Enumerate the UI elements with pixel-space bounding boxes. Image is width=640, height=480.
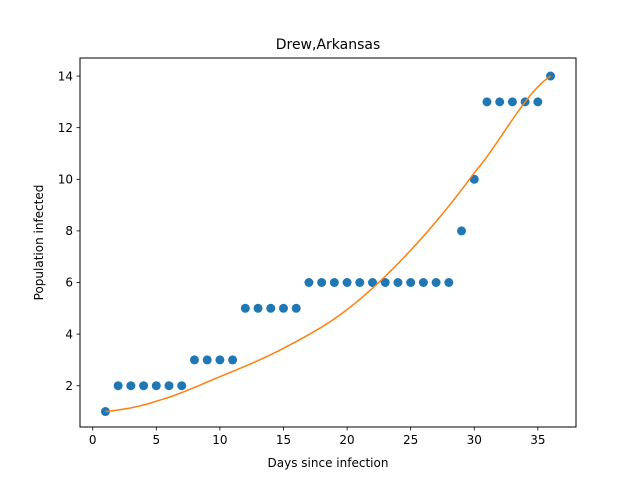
scatter-point: [240, 303, 250, 313]
scatter-point: [164, 381, 174, 391]
scatter-point: [177, 381, 187, 391]
x-tick-label: 5: [152, 433, 160, 447]
x-tick-label: 20: [339, 433, 354, 447]
x-tick-label: 0: [89, 433, 97, 447]
scatter-point: [431, 278, 441, 287]
scatter-point: [291, 303, 301, 313]
chart-title: Drew,Arkansas: [276, 37, 381, 53]
scatter-point: [228, 355, 238, 365]
scatter-point: [482, 97, 492, 107]
scatter-point: [139, 381, 149, 391]
y-axis: 2 4 6 8 10 12 14: [58, 69, 80, 393]
scatter-point: [380, 278, 390, 287]
scatter-point: [342, 278, 352, 287]
plot-area: [100, 71, 556, 417]
x-tick-label: 30: [467, 433, 482, 447]
scatter-point: [406, 278, 416, 287]
scatter-point: [126, 381, 136, 391]
scatter-point: [393, 278, 403, 287]
x-tick-label: 15: [276, 433, 291, 447]
scatter-point: [151, 381, 161, 391]
scatter-point: [113, 381, 123, 391]
x-tick-label: 25: [403, 433, 418, 447]
x-tick-label: 10: [212, 433, 227, 447]
scatter-point: [533, 97, 543, 107]
y-tick-label: 12: [58, 121, 73, 135]
x-axis-label: Days since infection: [268, 456, 389, 470]
y-tick-label: 10: [58, 172, 73, 186]
axes-frame: [79, 57, 577, 428]
y-tick-label: 6: [65, 276, 73, 290]
scatter-point: [355, 278, 365, 287]
fit-line: [105, 75, 552, 413]
scatter-point: [457, 226, 467, 236]
scatter-point: [253, 303, 263, 313]
scatter-point: [507, 97, 517, 107]
y-tick-label: 14: [58, 69, 73, 83]
y-tick-label: 2: [65, 379, 73, 393]
scatter-point: [495, 97, 505, 107]
scatter-point: [278, 303, 288, 313]
scatter-point: [317, 278, 327, 287]
y-tick-label: 8: [65, 224, 73, 238]
scatter-point: [418, 278, 428, 287]
y-tick-label: 4: [65, 327, 73, 341]
scatter-point: [189, 355, 199, 365]
x-tick-label: 35: [530, 433, 545, 447]
scatter-point: [215, 355, 225, 365]
scatter-point: [444, 278, 454, 287]
x-axis: 0 5 10 15 20 25 30 35: [89, 427, 545, 447]
scatter-point: [266, 303, 276, 313]
scatter-point: [329, 278, 339, 287]
scatter-point: [202, 355, 212, 365]
scatter-point: [304, 278, 314, 287]
y-axis-label: Population infected: [32, 185, 46, 301]
scatter-point: [368, 278, 378, 287]
